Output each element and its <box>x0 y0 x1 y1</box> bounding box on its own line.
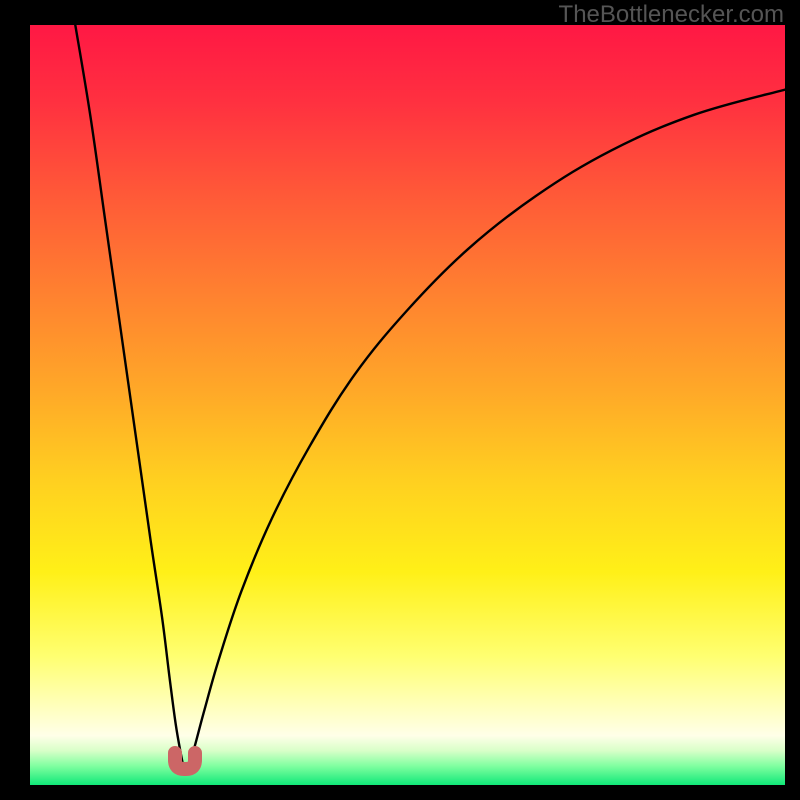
chart-container: TheBottlenecker.com <box>0 0 800 800</box>
watermark-text: TheBottlenecker.com <box>559 1 784 29</box>
plot-area <box>30 25 785 785</box>
optimal-point-marker <box>168 746 202 776</box>
bottleneck-curve <box>30 25 785 785</box>
